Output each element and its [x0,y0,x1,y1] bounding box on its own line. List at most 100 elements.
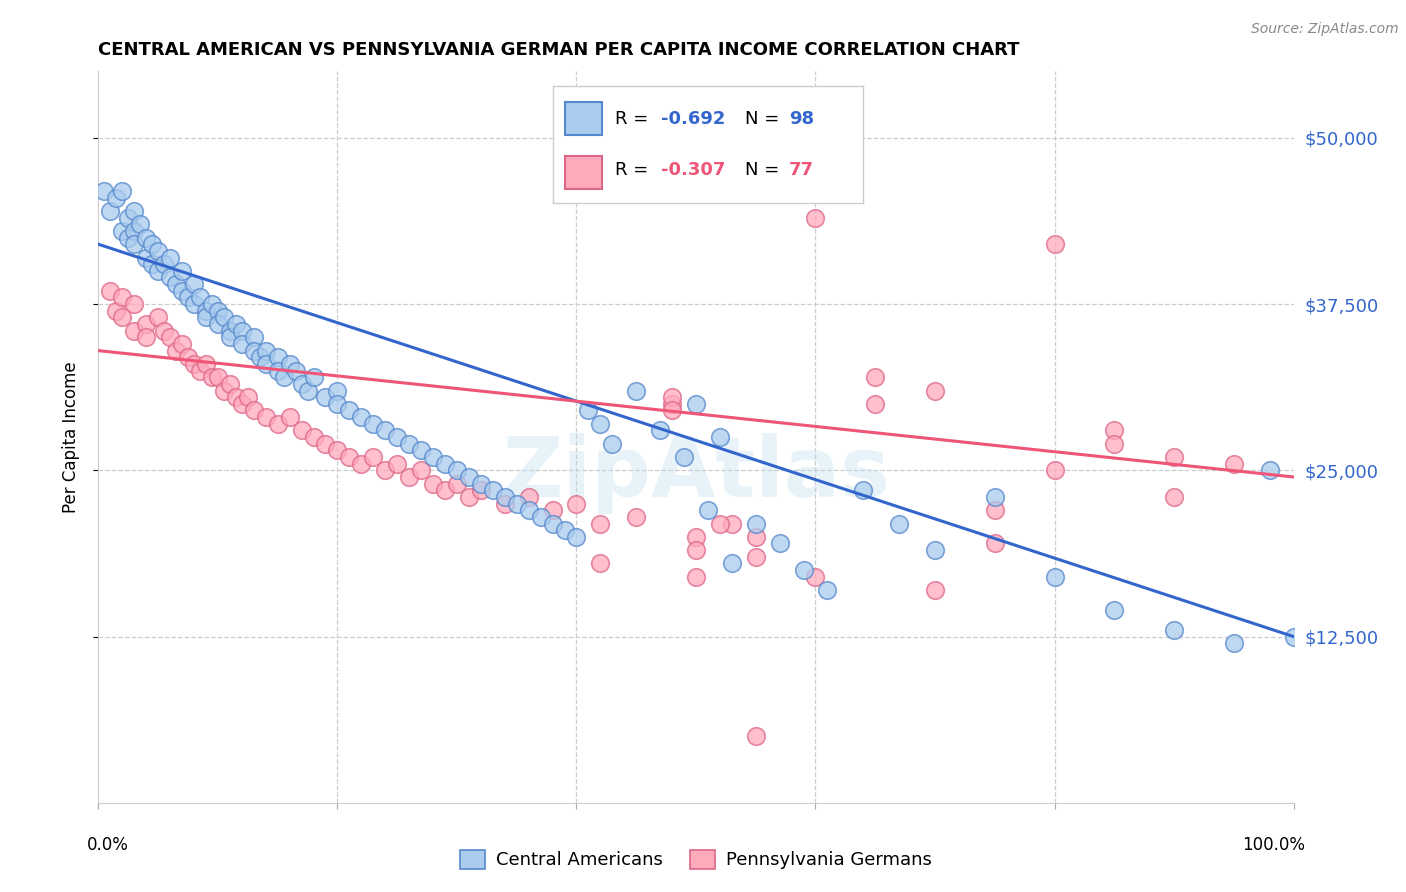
Point [661,403,683,417]
Point [195,310,218,325]
Point [172,264,194,278]
Point [302,430,325,444]
Text: 0.0%: 0.0% [87,836,128,854]
Point [541,503,564,517]
Point [494,497,516,511]
Point [207,303,229,318]
Point [1223,636,1246,650]
Point [446,476,468,491]
Point [398,436,420,450]
Point [105,303,128,318]
Point [219,376,242,391]
Point [374,424,396,438]
Point [117,230,139,244]
Point [709,516,731,531]
Point [98,284,122,298]
Point [231,337,253,351]
Point [236,390,259,404]
Point [385,457,409,471]
Point [267,363,290,377]
Point [458,490,481,504]
Point [135,230,157,244]
Point [804,570,827,584]
Point [124,297,146,311]
Point [1043,463,1066,477]
Point [578,403,600,417]
Point [1163,490,1185,504]
Point [201,297,224,311]
Point [350,410,373,425]
Point [117,211,139,225]
Point [815,582,838,597]
Point [565,530,588,544]
Point [434,483,457,498]
Point [1223,457,1246,471]
Point [124,224,146,238]
Point [924,582,946,597]
Point [685,397,707,411]
Point [129,217,152,231]
Text: CENTRAL AMERICAN VS PENNSYLVANIA GERMAN PER CAPITA INCOME CORRELATION CHART: CENTRAL AMERICAN VS PENNSYLVANIA GERMAN … [98,41,1019,59]
Point [506,497,529,511]
Point [153,257,176,271]
Point [648,424,672,438]
Point [172,284,194,298]
Point [207,370,229,384]
Point [135,317,157,331]
Point [141,257,163,271]
Point [183,357,205,371]
Point [297,384,319,398]
Point [207,317,229,331]
Point [554,523,576,537]
Point [1163,623,1185,637]
Point [924,543,946,558]
Point [984,503,1007,517]
Point [661,397,683,411]
Point [1258,463,1281,477]
Legend: Central Americans, Pennsylvania Germans: Central Americans, Pennsylvania Germans [451,841,941,879]
Point [745,530,768,544]
Text: Source: ZipAtlas.com: Source: ZipAtlas.com [1251,22,1399,37]
Point [721,516,744,531]
Point [135,330,157,344]
Point [159,270,181,285]
Point [212,384,235,398]
Point [1163,450,1185,464]
Point [374,463,396,477]
Point [339,403,361,417]
Point [165,343,187,358]
Point [1104,424,1126,438]
Point [165,277,187,292]
Point [1104,603,1126,617]
Point [267,417,290,431]
Point [315,436,337,450]
Point [231,324,253,338]
Point [148,264,170,278]
Point [685,530,707,544]
Point [411,463,433,477]
Point [530,509,553,524]
Point [339,450,361,464]
Point [212,310,235,325]
Point [626,384,648,398]
Point [494,490,516,504]
Point [768,536,790,550]
Point [422,450,444,464]
Point [254,410,277,425]
Point [172,337,194,351]
Point [111,310,134,325]
Point [111,290,134,304]
Point [793,563,815,577]
Point [924,384,946,398]
Point [1043,570,1066,584]
Point [517,490,540,504]
Point [148,244,170,258]
Point [721,557,744,571]
Point [589,557,612,571]
Point [135,251,157,265]
Point [1282,630,1305,644]
Point [183,297,205,311]
Text: ZipAtlas: ZipAtlas [502,434,890,514]
Point [984,490,1007,504]
Point [865,370,887,384]
